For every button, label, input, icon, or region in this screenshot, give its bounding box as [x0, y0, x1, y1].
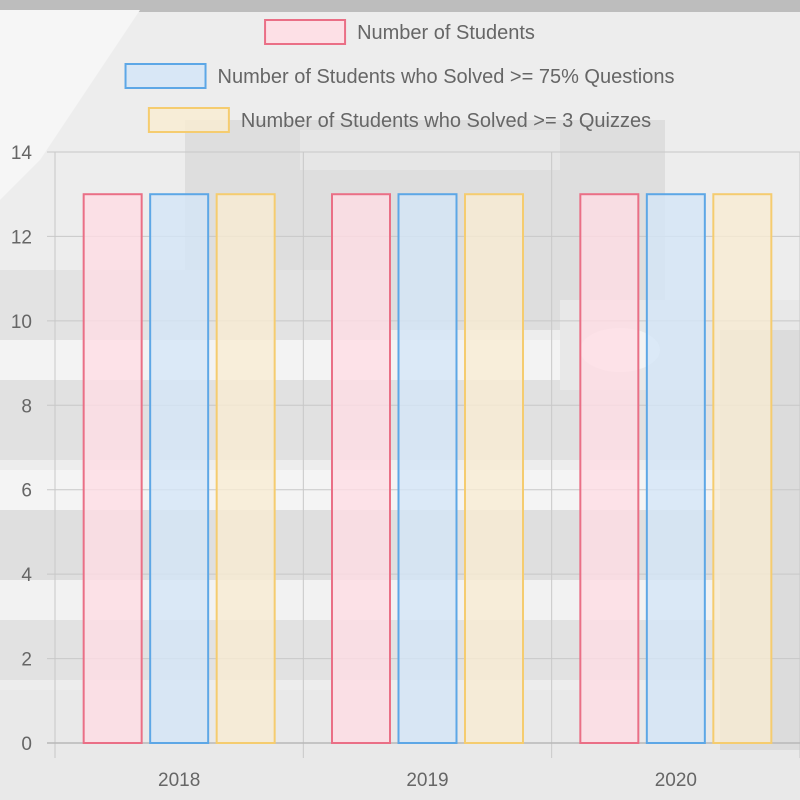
y-tick-label: 12	[11, 227, 32, 248]
legend[interactable]: Number of Students Number of Students who…	[124, 19, 675, 133]
legend-label: Number of Students who Solved >= 75% Que…	[218, 66, 675, 88]
y-tick-label: 4	[21, 565, 32, 586]
bar-2018-series-2[interactable]	[149, 193, 210, 744]
legend-swatch	[147, 107, 230, 133]
legend-item-3[interactable]: Number of Students who Solved >= 3 Quizz…	[147, 107, 651, 133]
legend-item-1[interactable]: Number of Students	[264, 19, 535, 45]
bar-2020-series-2[interactable]	[645, 193, 706, 744]
legend-item-2[interactable]: Number of Students who Solved >= 75% Que…	[124, 63, 675, 89]
legend-swatch	[264, 19, 347, 45]
legend-label: Number of Students who Solved >= 3 Quizz…	[241, 110, 651, 132]
bar-2019-series-1[interactable]	[331, 193, 391, 744]
y-tick-label: 14	[11, 143, 33, 164]
bars	[82, 193, 773, 744]
y-tick-label: 2	[21, 650, 32, 671]
y-tick-label: 0	[21, 734, 32, 755]
x-tick-label: 2019	[406, 770, 448, 791]
y-tick-label: 6	[21, 481, 32, 502]
y-tick-label: 10	[11, 312, 32, 333]
x-tick-label: 2020	[655, 770, 697, 791]
legend-label: Number of Students	[357, 22, 535, 44]
x-tick-label: 2018	[158, 770, 200, 791]
bar-2018-series-3[interactable]	[215, 193, 276, 744]
x-axis-ticks: 2018 2019 2020	[158, 770, 697, 791]
bar-2020-series-1[interactable]	[579, 193, 640, 744]
legend-swatch	[124, 63, 207, 89]
y-tick-label: 8	[21, 396, 32, 417]
bar-2018-series-1[interactable]	[82, 193, 143, 744]
y-axis-ticks: 0 2 4 6 8 10 12 14	[11, 143, 33, 755]
bar-2020-series-3[interactable]	[712, 193, 773, 744]
bar-2019-series-3[interactable]	[464, 193, 524, 744]
bar-2019-series-2[interactable]	[397, 193, 458, 744]
